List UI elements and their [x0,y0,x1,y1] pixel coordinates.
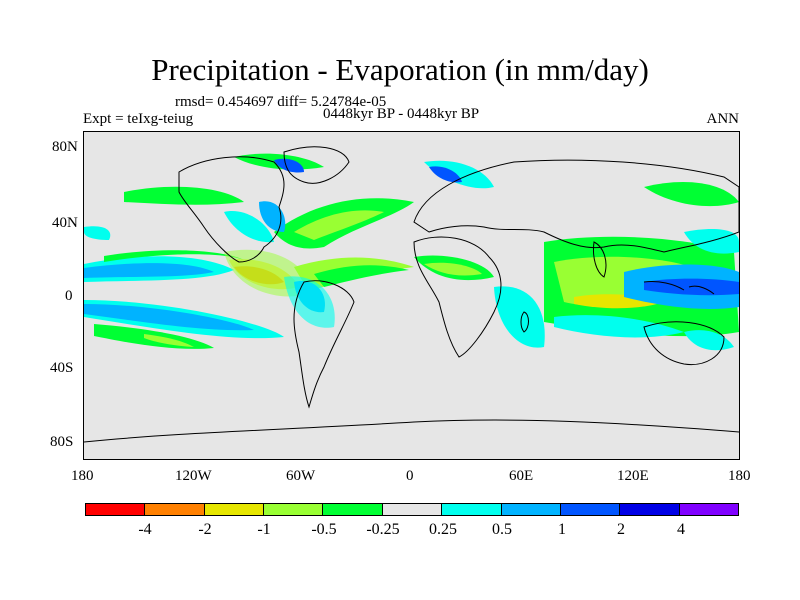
lon-label-120e: 120E [617,468,649,484]
field-pacific-north-green [104,250,244,262]
map-svg [84,146,739,443]
colorbar-segment [323,504,383,515]
field-africa-south-cyan [494,286,545,348]
colorbar-segment [86,504,146,515]
colorbar-segment [679,504,738,515]
experiment-label: Expt = teIxg-teiug [83,111,194,127]
coast-india [593,241,607,278]
lat-label-80n: 80N [52,139,78,155]
colorbar-segment [382,504,443,515]
colorbar-segment [204,504,265,515]
coast-indonesia [643,281,715,295]
coast-madagascar [520,311,529,333]
lon-label-60w: 60W [286,468,316,484]
coast-south-america [293,280,355,409]
field-shading [84,153,739,351]
coast-greenland [283,146,350,184]
colorbar-label: -4 [138,521,152,538]
colorbar-segment [620,504,680,515]
colorbar-segment [442,504,502,515]
field-asia-green [644,182,739,207]
field-na-cyan [224,211,274,243]
stats-subtitle: rmsd= 0.454697 diff= 5.24784e-05 [175,94,387,110]
colorbar-label: -1 [257,521,271,538]
field-europe-cyan [424,160,494,189]
period-subtitle: 0448kyr BP - 0448kyr BP [323,106,480,122]
coast-north-america [178,156,285,263]
field-arctic-blue [274,158,304,173]
coast-australia [643,321,725,366]
colorbar-label: -0.25 [366,521,400,538]
coastlines [84,146,739,443]
colorbar-label: 2 [617,521,625,538]
colorbar-label: 0.25 [429,521,457,538]
colorbar-label: -2 [198,521,212,538]
field-europe-blue [429,166,462,183]
field-wpac-cyan [684,229,739,254]
lon-label-120w: 120W [175,468,212,484]
colorbar-label: 1 [558,521,566,538]
lat-label-0: 0 [65,288,73,304]
field-africa-yg [424,262,482,276]
colorbar-segment [145,504,205,515]
plot-title: Precipitation - Evaporation (in mm/day) [151,52,649,87]
colorbar-label: 0.5 [492,521,512,538]
lon-label-180w: 180 [71,468,94,484]
map-panel [83,131,740,460]
lon-label-0: 0 [406,468,414,484]
coast-eurasia [413,159,739,253]
field-pacific-south-blue [84,304,254,331]
field-samerica-cyan [284,276,335,328]
colorbar-label: 4 [677,521,685,538]
lon-label-180e: 180 [728,468,751,484]
field-sh-indian-cyan [554,315,684,338]
colorbar [85,503,739,516]
coast-antarctica [84,419,739,443]
field-atlantic-subtrop2 [314,265,409,287]
colorbar-segment [264,504,324,515]
field-australia-cyan [684,330,734,351]
colorbar-label: -0.5 [311,521,337,538]
lat-label-40s: 40S [50,360,74,376]
field-pacific-north-blue2 [84,263,214,278]
lat-label-80s: 80S [50,434,74,450]
colorbar-segment [501,504,561,515]
field-pacific-south-yellowgreen [144,334,194,347]
field-npac-cyan [84,226,111,240]
field-atlantic-track-yg [294,210,384,240]
lat-label-40n: 40N [52,215,78,231]
colorbar-segment [560,504,621,515]
field-na-blue [259,201,286,232]
coast-africa [413,236,502,358]
field-npac-green [124,186,244,205]
season-label: ANN [706,111,740,127]
lon-label-60e: 60E [509,468,534,484]
